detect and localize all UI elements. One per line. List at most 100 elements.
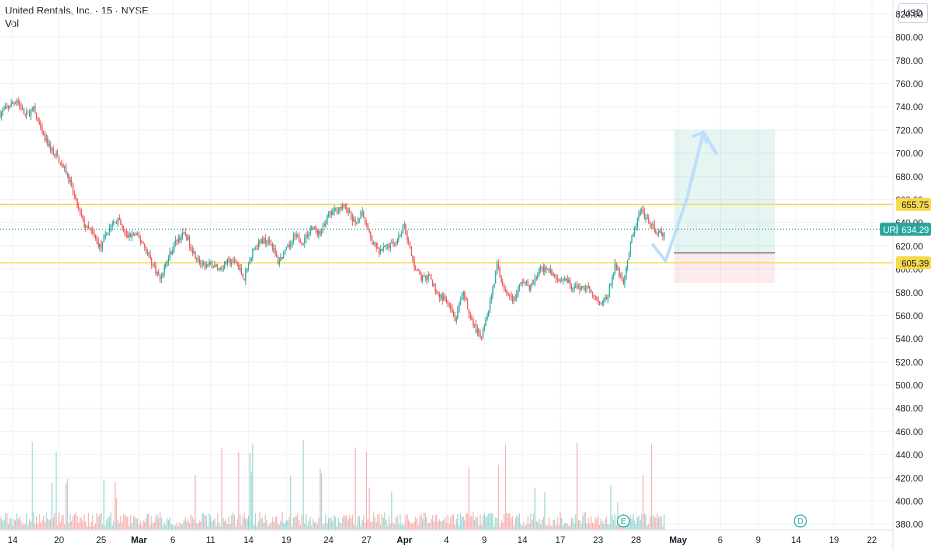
volume-bar	[490, 512, 492, 530]
candle-body	[316, 230, 318, 235]
candle-body	[569, 280, 571, 285]
candle-body	[499, 268, 501, 276]
volume-bar	[21, 525, 23, 530]
volume-bar	[638, 515, 640, 530]
candle-body	[454, 315, 456, 321]
x-tick-label: 6	[718, 535, 723, 545]
volume-bar	[547, 525, 549, 530]
volume-bar	[593, 523, 595, 530]
volume-bar	[33, 512, 35, 530]
volume-bar	[368, 487, 370, 530]
candle-body	[193, 251, 195, 254]
volume-bar	[61, 515, 63, 530]
candle-body	[34, 106, 36, 113]
volume-bar	[402, 523, 404, 530]
candle-body	[75, 196, 77, 199]
volume-bar	[109, 516, 111, 530]
candle-body	[321, 231, 323, 235]
y-tick-label: 480.00	[895, 404, 923, 414]
candle-body	[659, 230, 661, 233]
candle-body	[120, 220, 122, 225]
volume-bar	[447, 514, 449, 530]
candle-body	[627, 259, 629, 268]
volume-bar	[374, 517, 376, 530]
volume-bar	[499, 526, 501, 530]
volume-bar	[304, 523, 306, 530]
x-tick-label: 9	[756, 535, 761, 545]
volume-bar	[427, 523, 429, 530]
volume-bar	[3, 519, 5, 530]
candle-body	[542, 267, 544, 273]
candle-body	[21, 108, 23, 110]
volume-bar	[572, 518, 574, 530]
candle-body	[284, 249, 286, 254]
volume-bar	[335, 516, 337, 530]
candle-body	[520, 282, 522, 285]
volume-bar	[259, 512, 261, 530]
x-axis: 14 20 25 Mar 6 11 14 19 24 27 Apr 4 9 14 17 23 28 May 6 9 14…	[0, 529, 893, 545]
volume-bar	[51, 483, 53, 530]
volume-bar	[79, 517, 81, 530]
candle-body	[493, 283, 495, 287]
currency-button[interactable]: USD	[898, 3, 928, 23]
candle-body	[628, 254, 630, 260]
volume-bar	[358, 516, 360, 530]
volume-bar	[429, 522, 431, 530]
candle-body	[580, 286, 582, 291]
volume-bar	[601, 521, 603, 530]
volume-bar	[269, 524, 271, 530]
volume-bar	[563, 523, 565, 530]
candle-body	[58, 156, 60, 163]
volume-bar	[13, 518, 15, 530]
volume-bar	[537, 522, 539, 530]
candle-body	[440, 294, 442, 298]
candle-body	[255, 248, 257, 250]
y-tick-label: 460.00	[895, 427, 923, 437]
volume-bar	[321, 473, 323, 530]
volume-bar	[594, 517, 596, 530]
volume-bar	[568, 526, 570, 530]
volume-bar	[330, 517, 332, 530]
candle-body	[54, 154, 56, 156]
volume-bar	[222, 518, 224, 530]
volume-bar	[36, 516, 38, 530]
volume-bar	[177, 526, 179, 530]
candle-body	[587, 285, 589, 287]
candle-body	[392, 241, 394, 244]
volume-bar	[266, 519, 268, 530]
volume-bar	[19, 516, 21, 530]
grid	[0, 0, 893, 530]
candle-body	[549, 269, 551, 273]
volume-bar	[517, 516, 519, 530]
candle-body	[37, 117, 39, 122]
volume-bar	[139, 520, 141, 530]
candle-body	[335, 207, 337, 209]
price-tag: 655.75	[896, 197, 931, 211]
chart-title: United Rentals, Inc. · 15 · NYSE	[5, 6, 149, 17]
event-marker-label: E	[621, 517, 626, 526]
y-tick-label: 760.00	[895, 79, 923, 89]
candle-body	[36, 112, 38, 118]
candle-body	[441, 294, 443, 301]
candle-body	[109, 227, 111, 233]
volume-bar	[278, 524, 280, 530]
candle-body	[304, 238, 306, 244]
volume-bar	[50, 519, 52, 530]
y-tick-label: 600.00	[895, 265, 923, 275]
candle-body	[201, 263, 203, 265]
candle-body	[340, 207, 342, 209]
event-marker	[616, 514, 630, 528]
candle-body	[489, 300, 491, 312]
volume-bar	[301, 514, 303, 530]
volume-bar	[24, 524, 26, 530]
volume-bar	[299, 524, 301, 530]
volume-bar	[308, 521, 310, 530]
candle-body	[328, 214, 330, 217]
volume-bar	[342, 517, 344, 530]
volume-bar	[544, 492, 546, 530]
volume-bar	[89, 526, 91, 530]
volume-bar	[142, 520, 144, 530]
x-tick-label: 19	[281, 535, 291, 545]
volume-bar	[48, 519, 50, 530]
